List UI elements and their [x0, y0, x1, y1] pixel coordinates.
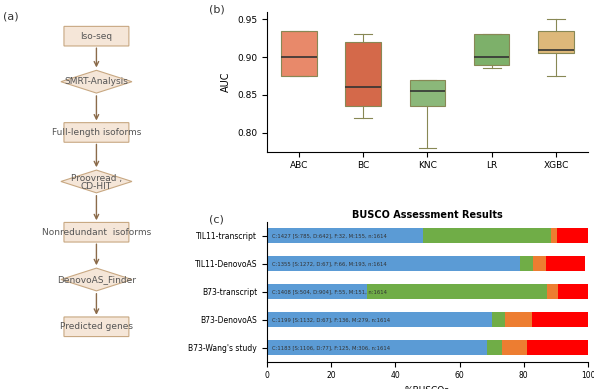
Bar	[505, 312, 532, 328]
PathPatch shape	[281, 31, 317, 76]
Text: Nonredundant  isoforms: Nonredundant isoforms	[42, 228, 151, 237]
Bar	[557, 228, 588, 244]
Text: (a): (a)	[4, 12, 19, 22]
Bar	[558, 284, 588, 300]
Bar	[551, 228, 557, 244]
Bar	[267, 228, 423, 244]
X-axis label: %BUSCOs: %BUSCOs	[405, 386, 450, 389]
Bar	[533, 256, 546, 272]
Text: C:1355 [S:1272, D:67], F:66, M:193, n:1614: C:1355 [S:1272, D:67], F:66, M:193, n:16…	[271, 261, 386, 266]
Bar	[546, 256, 585, 272]
FancyBboxPatch shape	[64, 123, 129, 142]
PathPatch shape	[474, 34, 509, 65]
Text: Full-length isoforms: Full-length isoforms	[52, 128, 141, 137]
Bar	[532, 312, 587, 328]
Bar	[547, 284, 558, 300]
Bar	[487, 340, 503, 356]
Text: (c): (c)	[209, 215, 224, 225]
Text: Proovread ,: Proovread ,	[71, 174, 122, 183]
FancyBboxPatch shape	[64, 317, 129, 336]
Text: SMRT-Analysis: SMRT-Analysis	[65, 77, 128, 86]
FancyBboxPatch shape	[64, 223, 129, 242]
Title: BUSCO Assessment Results: BUSCO Assessment Results	[352, 210, 503, 219]
Bar	[423, 228, 551, 244]
PathPatch shape	[538, 31, 574, 53]
Y-axis label: AUC: AUC	[222, 72, 232, 92]
Text: (b): (b)	[209, 5, 225, 15]
Bar	[267, 340, 487, 356]
Text: C:1199 [S:1132, D:67], F:136, M:279, n:1614: C:1199 [S:1132, D:67], F:136, M:279, n:1…	[271, 317, 390, 322]
Text: Iso-seq: Iso-seq	[80, 32, 112, 41]
Text: Predicted genes: Predicted genes	[60, 322, 133, 331]
PathPatch shape	[410, 80, 445, 106]
Bar	[492, 312, 505, 328]
Polygon shape	[61, 70, 132, 93]
FancyBboxPatch shape	[64, 26, 129, 46]
Bar	[267, 284, 367, 300]
Text: CD-HIT: CD-HIT	[81, 182, 112, 191]
Bar	[367, 284, 547, 300]
Bar	[503, 340, 527, 356]
PathPatch shape	[346, 42, 381, 106]
Text: C:1408 [S:504, D:904], F:55, M:151, n:1614: C:1408 [S:504, D:904], F:55, M:151, n:16…	[271, 289, 387, 294]
Text: C:1183 [S:1106, D:77], F:125, M:306, n:1614: C:1183 [S:1106, D:77], F:125, M:306, n:1…	[271, 345, 390, 350]
Polygon shape	[61, 170, 132, 193]
Polygon shape	[61, 268, 132, 291]
Bar	[267, 312, 492, 328]
Bar	[527, 340, 588, 356]
Bar	[520, 256, 533, 272]
Text: C:1427 [S:785, D:642], F:32, M:155, n:1614: C:1427 [S:785, D:642], F:32, M:155, n:16…	[271, 233, 387, 238]
Text: DenovoAS_Finder: DenovoAS_Finder	[57, 275, 136, 284]
Bar	[267, 256, 520, 272]
